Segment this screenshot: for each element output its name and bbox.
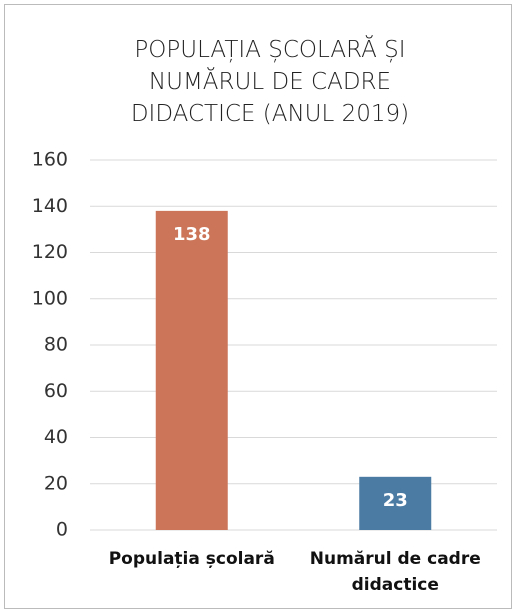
y-tick-label: 60 (44, 380, 68, 402)
bar (155, 210, 228, 530)
x-tick-label: Numărul de cadre didactice (309, 549, 481, 595)
y-tick-label: 20 (44, 472, 68, 494)
data-label: 23 (383, 490, 408, 511)
x-tick-label: Populația școlară (108, 549, 275, 569)
y-tick-label: 120 (32, 241, 68, 263)
y-tick-label: 40 (44, 426, 68, 448)
y-tick-label: 160 (32, 149, 68, 171)
y-tick-label: 80 (44, 334, 68, 356)
y-tick-label: 140 (32, 195, 68, 217)
chart-title: POPULAȚIA ȘCOLARĂ ȘI NUMĂRUL DE CADRE DI… (130, 37, 410, 127)
data-label: 138 (173, 224, 211, 245)
y-tick-label: 0 (56, 519, 68, 541)
bar (359, 476, 432, 530)
y-tick-label: 100 (32, 287, 68, 309)
